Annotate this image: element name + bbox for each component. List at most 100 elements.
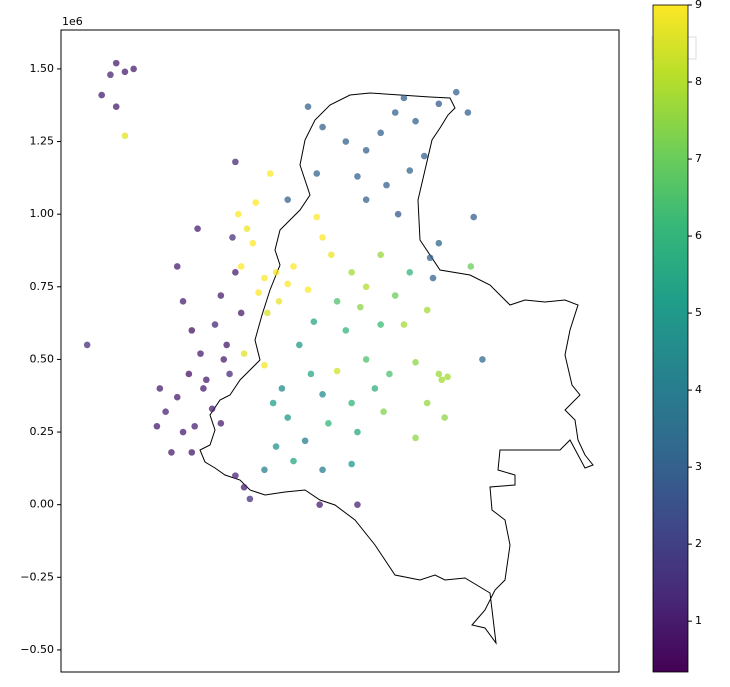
point	[264, 309, 271, 317]
point	[423, 399, 431, 407]
point	[130, 65, 137, 73]
point	[246, 495, 254, 503]
y-tick-label: 1.50	[30, 62, 55, 75]
y-tick-label: 1.25	[30, 135, 55, 148]
point	[313, 170, 321, 177]
point	[173, 393, 181, 401]
point	[173, 263, 181, 270]
point	[307, 370, 315, 378]
point	[223, 341, 230, 349]
point	[240, 483, 248, 491]
point	[240, 350, 248, 357]
point	[435, 239, 443, 247]
point	[249, 239, 257, 247]
colorbar-tick-label: 5	[695, 306, 702, 319]
point	[232, 268, 239, 276]
point	[162, 408, 169, 416]
point	[391, 292, 399, 299]
point	[319, 234, 326, 241]
colorbar-tick-label: 7	[695, 152, 702, 165]
point	[444, 373, 451, 381]
point	[342, 138, 350, 145]
point	[272, 268, 280, 276]
point	[420, 152, 428, 160]
point	[194, 225, 201, 233]
point	[400, 94, 408, 102]
point	[348, 460, 355, 468]
point	[284, 196, 291, 203]
colorbar-tick-label: 4	[695, 383, 702, 396]
point	[342, 327, 350, 334]
point	[316, 501, 323, 508]
point	[179, 428, 187, 436]
point	[232, 472, 239, 479]
y-tick-label: 0.75	[30, 280, 55, 293]
point	[362, 283, 370, 291]
point	[284, 414, 291, 421]
point	[412, 117, 419, 125]
point	[269, 399, 277, 407]
point	[275, 298, 283, 305]
point	[179, 298, 187, 305]
point	[438, 376, 446, 384]
point	[464, 109, 472, 116]
point	[234, 210, 242, 218]
offset-text: 1e6	[62, 15, 83, 28]
point	[357, 303, 364, 311]
point	[290, 457, 297, 465]
y-tick-label: −0.25	[20, 570, 54, 583]
colorbar-tick-label: 9	[695, 0, 702, 11]
point	[266, 170, 274, 177]
point	[112, 59, 120, 67]
point	[121, 68, 129, 76]
point	[380, 408, 387, 416]
axes-frame	[60, 29, 620, 673]
point	[232, 158, 239, 166]
colorbar	[652, 4, 689, 673]
point	[217, 292, 225, 299]
colorbar-tick-label: 3	[695, 460, 702, 473]
point	[327, 251, 335, 259]
point	[168, 449, 175, 456]
point	[423, 306, 431, 314]
plot	[83, 59, 594, 645]
point	[211, 321, 219, 328]
point	[426, 254, 434, 262]
point	[333, 367, 341, 375]
point	[278, 385, 286, 392]
colorbar-tick-label: 6	[695, 229, 702, 242]
point	[354, 501, 361, 508]
y-tick-label: −0.50	[20, 643, 54, 656]
point	[394, 210, 402, 218]
plot-area	[61, 30, 619, 672]
point	[304, 103, 312, 110]
point	[362, 146, 370, 154]
point	[333, 298, 341, 305]
point	[261, 466, 268, 474]
point	[121, 132, 129, 140]
point	[406, 167, 414, 174]
point	[362, 356, 370, 363]
point	[470, 213, 477, 221]
point	[237, 263, 245, 270]
point	[188, 449, 196, 456]
point	[348, 399, 355, 407]
colorbar-tick-label: 2	[695, 537, 702, 550]
point	[112, 103, 120, 110]
point	[354, 428, 361, 436]
point	[319, 466, 326, 474]
point	[98, 91, 105, 99]
point	[313, 213, 321, 221]
point	[319, 123, 326, 131]
point	[412, 359, 419, 366]
point	[452, 88, 460, 96]
point	[441, 414, 448, 421]
point	[220, 356, 228, 363]
point	[229, 234, 236, 241]
point	[301, 437, 309, 445]
point	[348, 268, 355, 276]
point	[435, 370, 443, 378]
point	[386, 370, 393, 378]
point	[319, 390, 326, 398]
